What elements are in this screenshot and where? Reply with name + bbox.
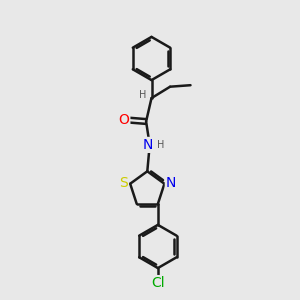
Text: O: O: [118, 113, 129, 127]
Text: H: H: [158, 140, 165, 150]
Text: S: S: [119, 176, 128, 190]
Text: N: N: [143, 138, 153, 152]
Text: H: H: [139, 90, 146, 100]
Text: N: N: [166, 176, 176, 190]
Text: Cl: Cl: [151, 276, 165, 290]
